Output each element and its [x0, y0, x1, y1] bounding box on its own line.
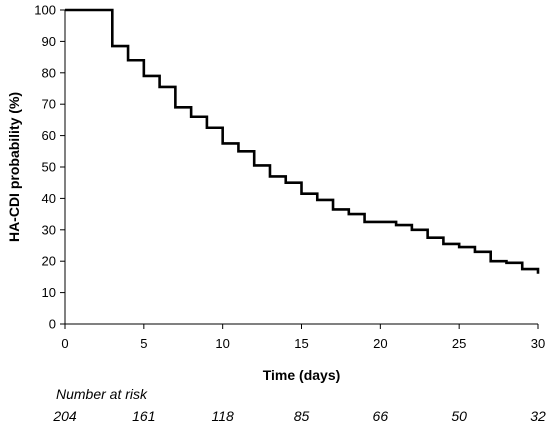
x-tick-label: 0 — [61, 336, 68, 351]
number-at-risk-value: 161 — [132, 408, 156, 424]
y-tick-label: 20 — [42, 254, 56, 269]
survival-step-line — [65, 8, 540, 274]
y-tick-label: 100 — [34, 3, 56, 18]
number-at-risk-value: 50 — [451, 408, 467, 424]
y-tick-label: 50 — [42, 160, 56, 175]
y-tick-label: 90 — [42, 34, 56, 49]
number-at-risk-value: 66 — [372, 408, 389, 424]
number-at-risk-value: 32 — [530, 408, 546, 424]
x-tick-label: 15 — [294, 336, 308, 351]
x-axis-ticks: 0 5 10 15 20 25 30 — [61, 324, 545, 351]
x-tick-label: 25 — [452, 336, 466, 351]
y-tick-label: 80 — [42, 65, 56, 80]
x-tick-label: 10 — [215, 336, 229, 351]
number-at-risk-value: 118 — [211, 408, 234, 424]
y-tick-label: 70 — [42, 97, 56, 112]
y-axis-ticks: 0 10 20 30 40 50 60 70 80 90 100 — [34, 3, 65, 332]
y-tick-label: 0 — [49, 317, 56, 332]
y-tick-label: 30 — [42, 222, 56, 237]
y-tick-label: 10 — [42, 285, 56, 300]
y-tick-label: 60 — [42, 128, 56, 143]
x-tick-label: 20 — [373, 336, 387, 351]
x-tick-label: 30 — [531, 336, 545, 351]
y-axis-title: HA-CDI probability (%) — [6, 92, 22, 242]
number-at-risk-title: Number at risk — [56, 386, 148, 402]
number-at-risk-value: 85 — [293, 408, 310, 424]
x-tick-label: 5 — [140, 336, 147, 351]
number-at-risk-value: 204 — [53, 408, 77, 424]
y-tick-label: 40 — [42, 191, 56, 206]
x-axis-title: Time (days) — [263, 367, 341, 383]
